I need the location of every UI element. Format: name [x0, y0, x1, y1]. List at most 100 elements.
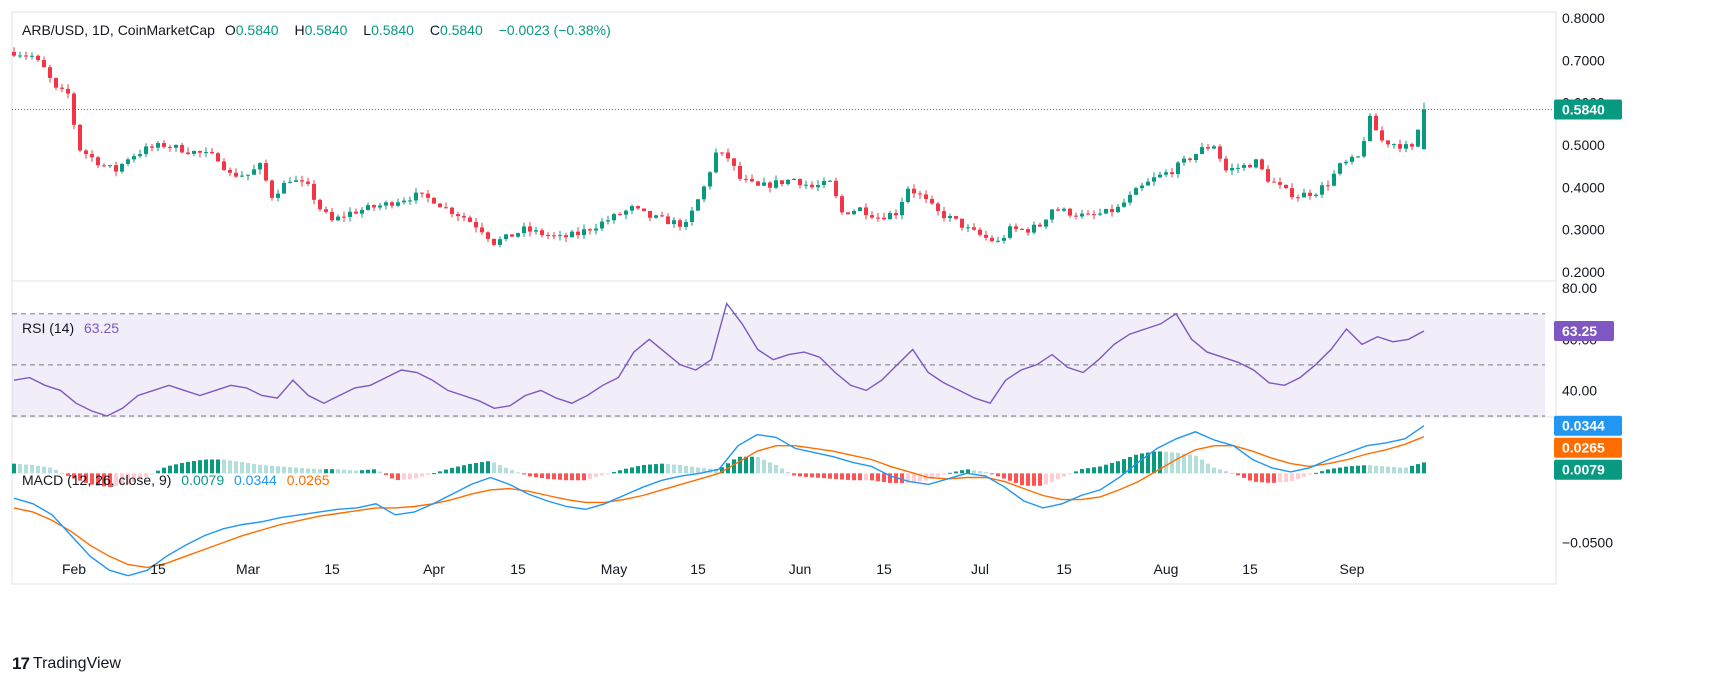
macd-hist-bar — [1074, 471, 1078, 474]
candle-down — [876, 217, 880, 219]
candle-up — [1350, 156, 1354, 162]
price-header: ARB/USD, 1D, CoinMarketCap O0.5840 H0.58… — [22, 22, 617, 38]
macd-hist-bar — [1056, 473, 1060, 480]
macd-hist-bar — [318, 469, 322, 474]
open-value: 0.5840 — [235, 22, 279, 38]
macd-hist-bar — [654, 464, 658, 474]
macd-hist-bar — [984, 472, 988, 474]
macd-hist-bar — [102, 473, 106, 487]
macd-hist-bar — [1176, 452, 1180, 474]
candle-down — [66, 88, 70, 94]
symbol-label[interactable]: ARB/USD, 1D, CoinMarketCap — [22, 22, 215, 38]
candle-up — [570, 231, 574, 238]
macd-hist-bar — [624, 468, 628, 474]
low-value: 0.5840 — [371, 22, 414, 38]
macd-hist-bar — [756, 457, 760, 474]
candle-down — [1260, 159, 1264, 170]
candle-down — [186, 152, 190, 154]
macd-hist-bar — [126, 473, 130, 485]
candle-down — [798, 179, 802, 186]
candle-down — [1224, 158, 1228, 171]
rsi-value: 63.25 — [84, 320, 120, 336]
macd-hist-bar — [366, 469, 370, 474]
macd-hist-bar — [1236, 473, 1240, 476]
candle-down — [618, 214, 622, 216]
macd-hist-bar — [546, 473, 550, 479]
candle-up — [1080, 213, 1084, 217]
macd-hist-bar — [486, 461, 490, 474]
candle-down — [990, 237, 994, 242]
macd-hist-bar — [186, 461, 190, 474]
candle-up — [966, 227, 970, 229]
candle-down — [1410, 144, 1414, 147]
candle-down — [1110, 208, 1114, 213]
candle-down — [84, 150, 88, 155]
macd-hist-bar — [420, 473, 424, 477]
macd-hist-bar — [414, 473, 418, 479]
macd-hist-bar — [612, 472, 616, 474]
macd-hist-bar — [456, 466, 460, 474]
macd-hist-bar — [1116, 461, 1120, 474]
candle-up — [1098, 213, 1102, 215]
candle-down — [1026, 229, 1030, 233]
candle-up — [786, 179, 790, 184]
candle-up — [1338, 163, 1342, 174]
candle-down — [210, 151, 214, 154]
candle-up — [1200, 147, 1204, 154]
candle-up — [360, 209, 364, 214]
candle-down — [270, 180, 274, 198]
macd-signal-value: 0.0265 — [286, 472, 330, 488]
candle-up — [1212, 146, 1216, 149]
macd-hist-bar — [258, 464, 262, 474]
tradingview-mark: 17 — [12, 654, 30, 673]
macd-hist-bar — [162, 467, 166, 474]
candle-up — [1128, 194, 1132, 203]
macd-hist-bar — [816, 473, 820, 478]
candle-up — [504, 234, 508, 240]
macd-hist-bar — [246, 463, 250, 474]
candle-down — [1284, 184, 1288, 189]
candle-down — [960, 218, 964, 228]
macd-hist-bar — [870, 473, 874, 481]
rsi-badge-text: 63.25 — [1562, 323, 1597, 339]
macd-hist-bar — [1158, 451, 1162, 474]
macd-hist-bar — [138, 473, 142, 480]
candle-down — [564, 235, 568, 238]
candle-down — [150, 146, 154, 148]
macd-hist-bar — [390, 473, 394, 479]
candle-down — [90, 154, 94, 158]
macd-hist-bar — [432, 473, 436, 475]
macd-hist-bar — [954, 471, 958, 474]
macd-hist-bar — [1290, 473, 1294, 482]
candle-down — [552, 235, 556, 237]
macd-hist-bar — [1338, 467, 1342, 474]
macd-hist-bar — [768, 462, 772, 474]
time-axis-tick: 15 — [150, 561, 166, 577]
macd-hist-bar — [630, 467, 634, 474]
candle-up — [1116, 206, 1120, 213]
rsi-name[interactable]: RSI (14) — [22, 320, 75, 336]
macd-hist-bar — [1014, 473, 1018, 483]
macd-hist-bar — [168, 465, 172, 474]
macd-hist-bar — [558, 473, 562, 480]
time-axis-tick: May — [601, 561, 627, 577]
candle-down — [432, 197, 436, 204]
candle-up — [1176, 162, 1180, 175]
macd-hist-bar — [72, 473, 76, 479]
candle-down — [312, 183, 316, 200]
candle-down — [342, 216, 346, 218]
candle-down — [744, 178, 748, 180]
time-axis-tick: Feb — [62, 561, 86, 577]
candle-down — [738, 165, 742, 179]
candle-down — [846, 212, 850, 215]
candle-down — [540, 230, 544, 236]
macd-hist-bar — [210, 459, 214, 474]
candle-up — [654, 215, 658, 218]
macd-name[interactable]: MACD (12, 26, close, 9) — [22, 472, 172, 488]
tradingview-logo[interactable]: 17 TradingView — [12, 654, 121, 674]
candle-down — [426, 193, 430, 198]
candle-up — [1344, 161, 1348, 164]
high-label: H — [294, 22, 305, 38]
macd-hist-bar — [618, 470, 622, 474]
candle-down — [162, 143, 166, 147]
